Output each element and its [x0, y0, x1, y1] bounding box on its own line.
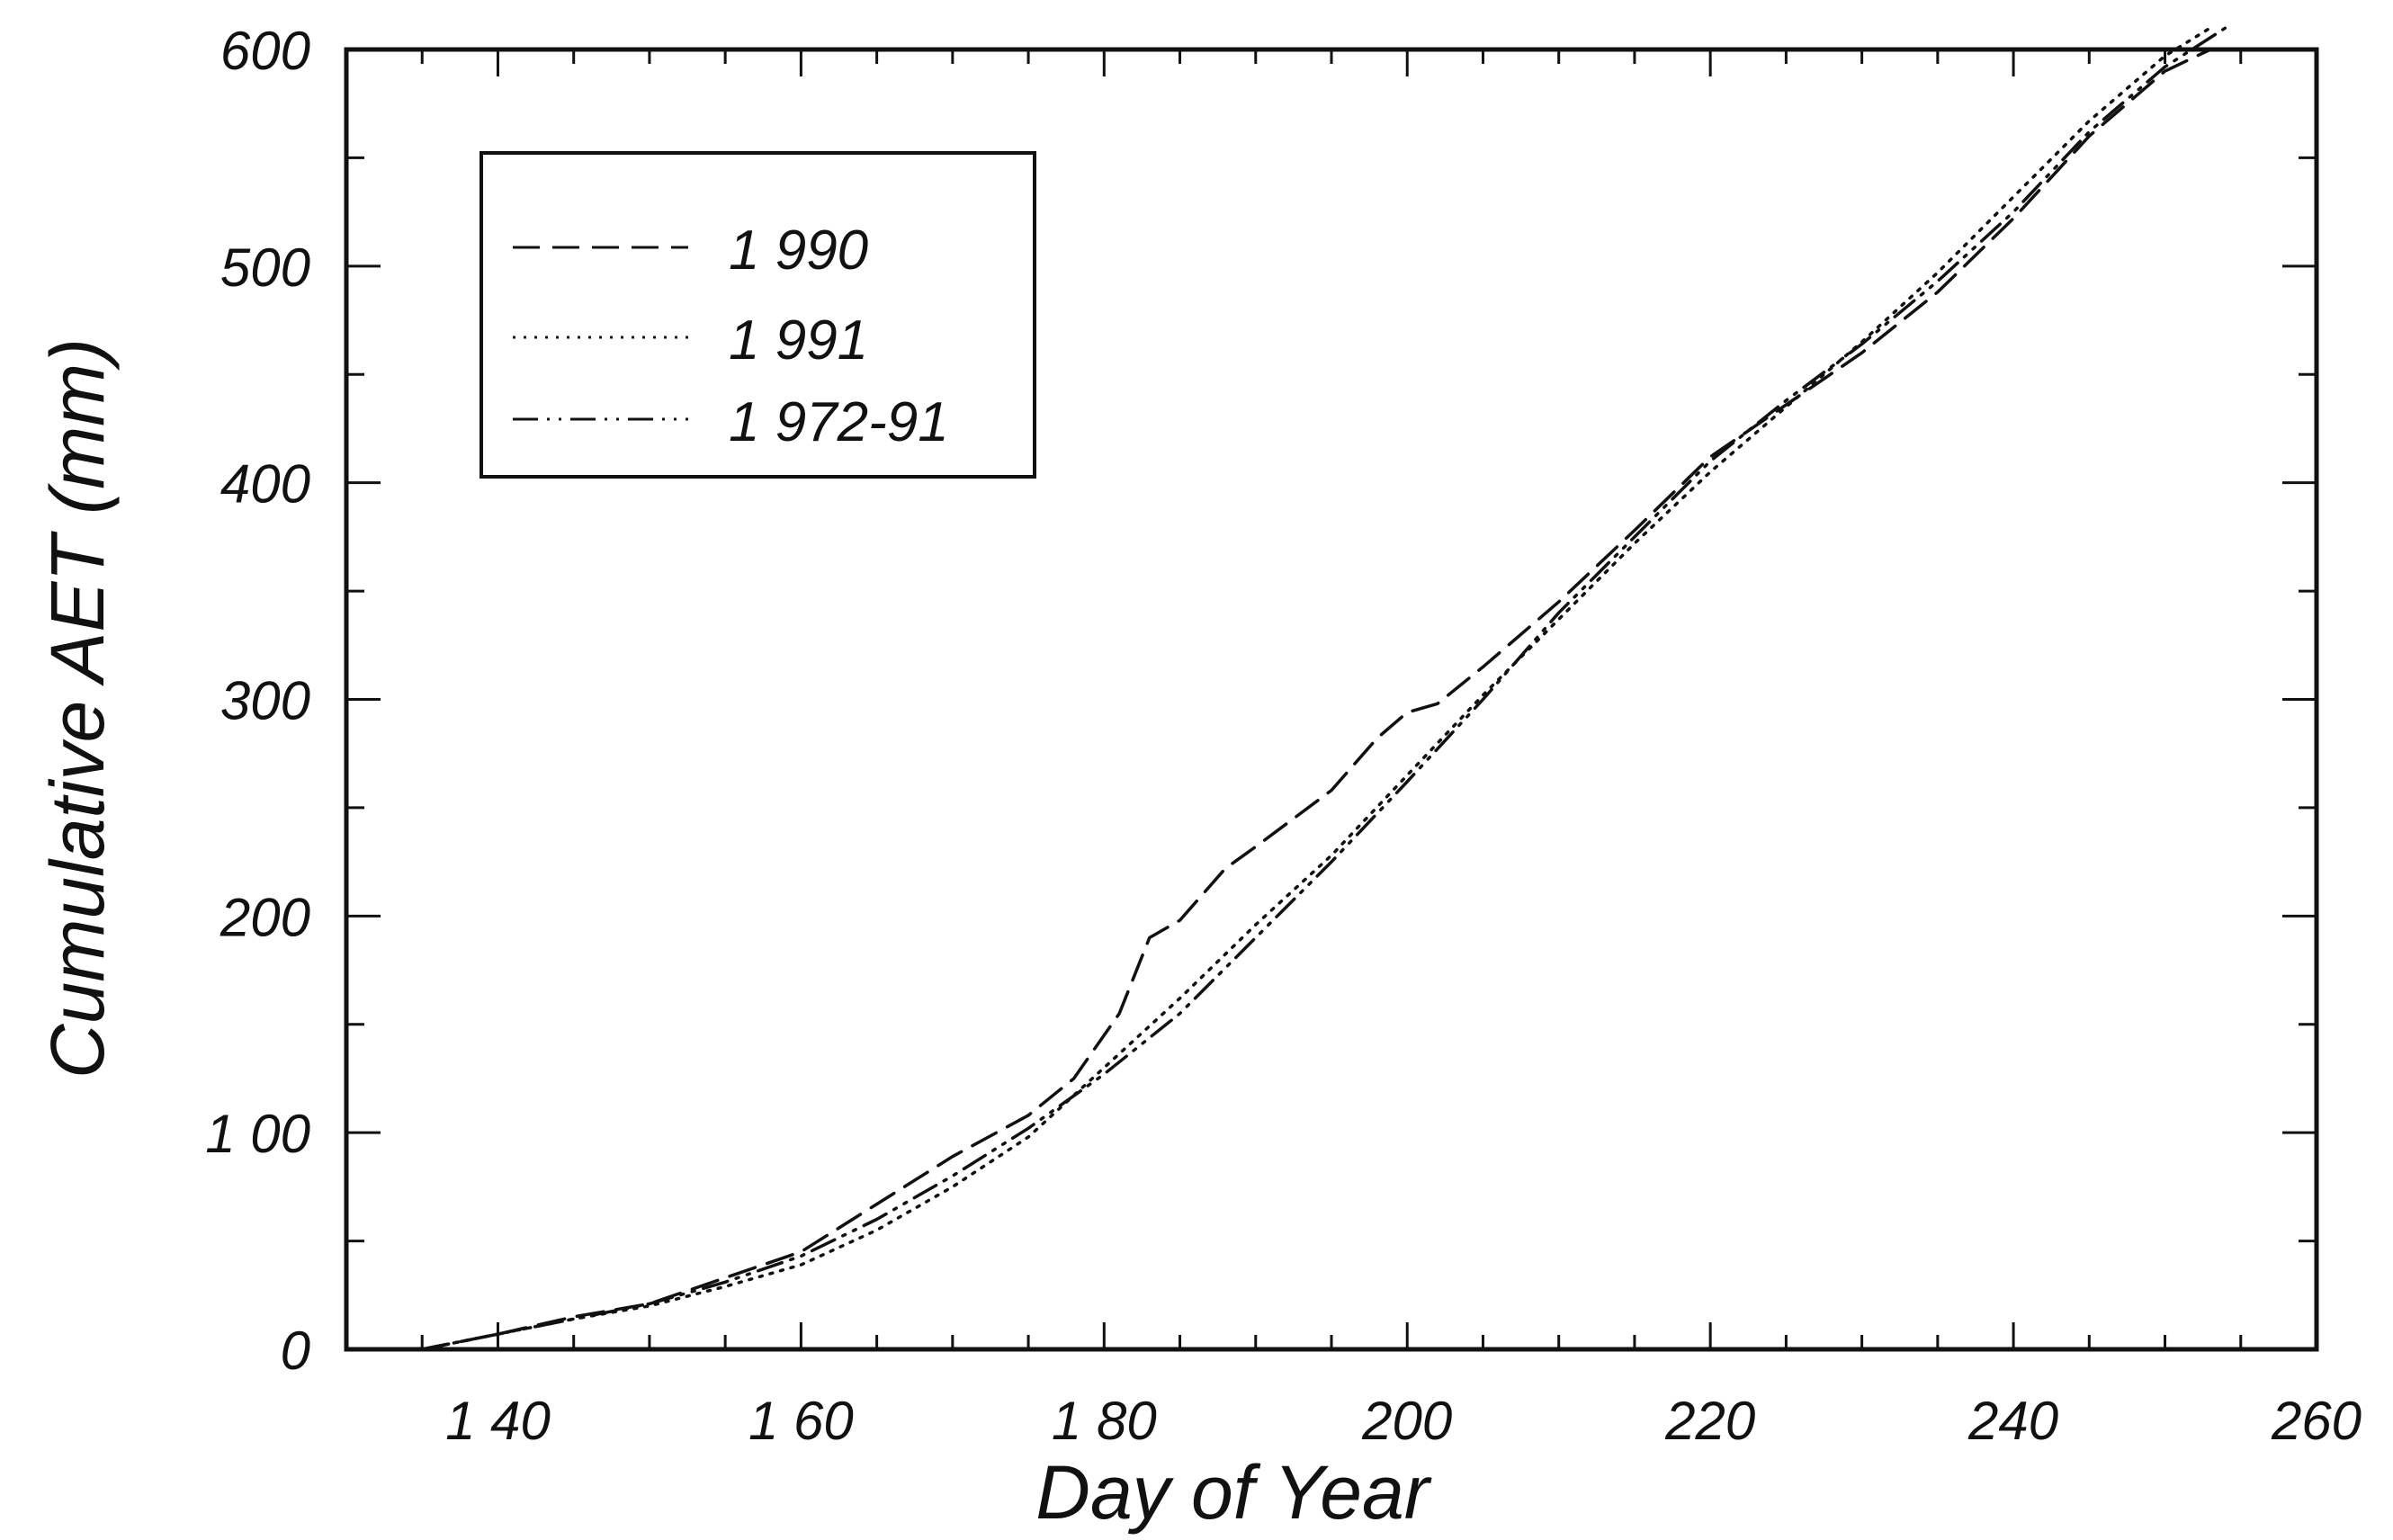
series-line-0 [420, 48, 2212, 1351]
legend-label-1991: 1 991 [729, 309, 868, 372]
y-tick-label: 500 [220, 237, 310, 298]
ticks-layer [345, 48, 2318, 1351]
y-tick-label: 400 [220, 454, 310, 515]
y-tick-label: 300 [220, 671, 310, 731]
y-tick-label: 1 00 [205, 1104, 310, 1164]
x-tick-label: 220 [1664, 1391, 1755, 1451]
x-tick-label: 200 [1361, 1391, 1452, 1451]
plot-area-frame [344, 47, 2319, 1352]
tick-labels-layer: 1 40 1 60 1 80 200 220 240 260 0 1 00 200 300 400 50… [205, 21, 2362, 1451]
x-axis-title: Day of Year [1035, 1450, 1431, 1535]
y-tick-label: 600 [220, 21, 310, 81]
x-tick-label: 1 80 [1052, 1391, 1157, 1451]
legend-label-1972-91: 1 972-91 [729, 391, 949, 453]
series-layer [420, 26, 2227, 1351]
legend: 1 990 1 991 1 972-91 [479, 151, 1036, 479]
x-tick-label: 260 [2271, 1391, 2362, 1451]
y-tick-label: 0 [281, 1321, 310, 1381]
legend-box [479, 151, 1036, 479]
series-line-2 [420, 26, 2227, 1351]
x-tick-label: 1 60 [748, 1391, 854, 1451]
x-tick-label: 240 [1967, 1391, 2058, 1451]
y-axis-title: Cumulative AET (mm) [35, 338, 120, 1079]
legend-label-1990: 1 990 [729, 219, 868, 282]
x-tick-label: 1 40 [445, 1391, 551, 1451]
y-tick-label: 200 [220, 887, 310, 947]
